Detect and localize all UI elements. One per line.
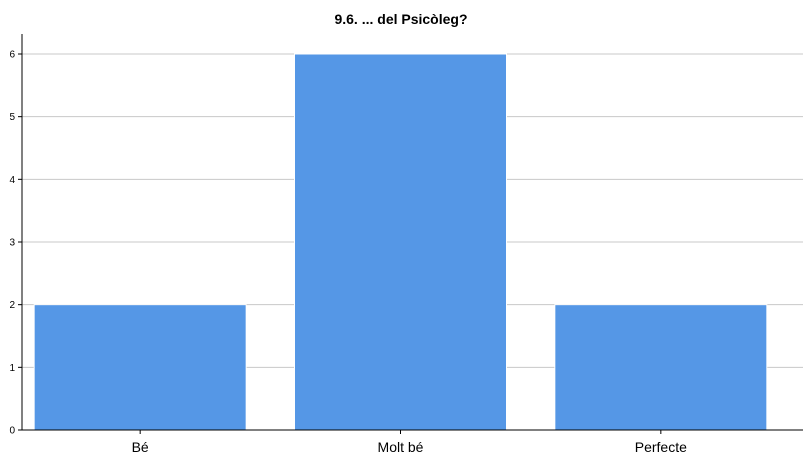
y-tick-label-3: 3	[9, 238, 15, 249]
bar-perfecte	[554, 304, 768, 431]
x-tick-label-0: Bé	[132, 439, 149, 455]
bars	[33, 53, 768, 431]
chart-title: 9.6. ... del Psicòleg?	[334, 11, 467, 27]
y-tick-label-1: 1	[9, 363, 15, 374]
y-tick-label-2: 2	[9, 300, 15, 311]
y-tick-label-6: 6	[9, 50, 15, 61]
y-tick-label-4: 4	[9, 175, 15, 186]
y-axis-ticks: 0 1 2 3 4 5 6	[9, 50, 15, 437]
axes	[18, 34, 803, 434]
x-tick-label-2: Perfecte	[635, 439, 687, 455]
bar-molt-bé	[294, 53, 507, 431]
y-tick-label-0: 0	[9, 426, 15, 437]
x-axis-ticks: Bé Molt bé Perfecte	[132, 439, 688, 455]
x-tick-label-1: Molt bé	[378, 439, 424, 455]
bar-bé	[33, 304, 247, 431]
y-tick-label-5: 5	[9, 112, 15, 123]
